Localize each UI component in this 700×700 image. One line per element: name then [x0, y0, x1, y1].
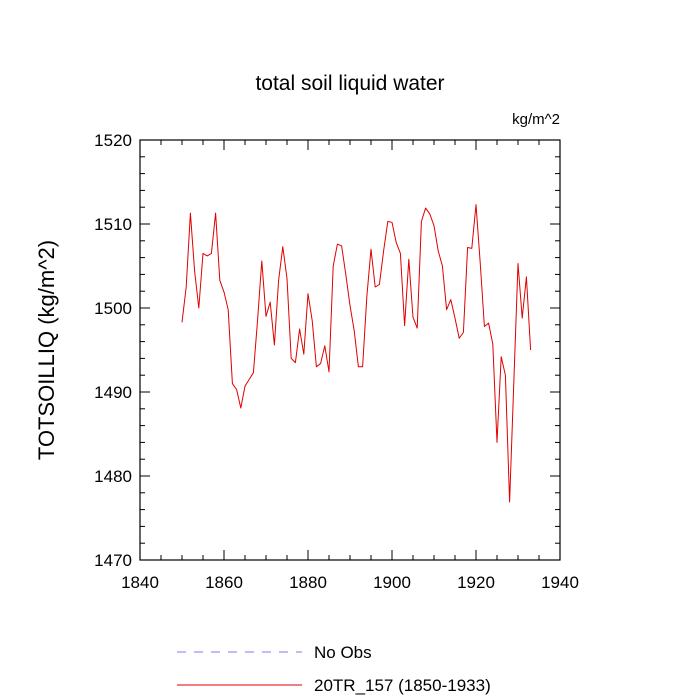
y-tick-label: 1490 [94, 383, 132, 402]
x-tick-label: 1840 [121, 573, 159, 592]
legend: No Obs 20TR_157 (1850-1933) [177, 643, 491, 695]
x-tick-label: 1920 [457, 573, 495, 592]
plot-frame [139, 139, 561, 561]
y-tick-label: 1510 [94, 215, 132, 234]
legend-label-no-obs: No Obs [314, 643, 372, 662]
y-tick-label: 1520 [94, 131, 132, 150]
y-tick-label: 1480 [94, 467, 132, 486]
x-tick-label: 1860 [205, 573, 243, 592]
axis-ticks [139, 139, 561, 561]
y-tick-label: 1500 [94, 299, 132, 318]
y-axis-label: TOTSOILLIQ (kg/m^2) [34, 240, 59, 460]
series-line-20tr-157-1850-1933 [181, 204, 532, 503]
series-layer [181, 204, 532, 503]
axis-tick-labels: 1840 1860 1880 1900 1920 1940 1470 1480 1490 1500… [94, 131, 579, 592]
y-tick-label: 1470 [94, 551, 132, 570]
chart-title: total soil liquid water [255, 72, 444, 95]
x-tick-label: 1900 [373, 573, 411, 592]
legend-label-20tr-157: 20TR_157 (1850-1933) [314, 676, 491, 695]
x-tick-label: 1940 [541, 573, 579, 592]
x-tick-label: 1880 [289, 573, 327, 592]
units-label: kg/m^2 [512, 111, 560, 128]
